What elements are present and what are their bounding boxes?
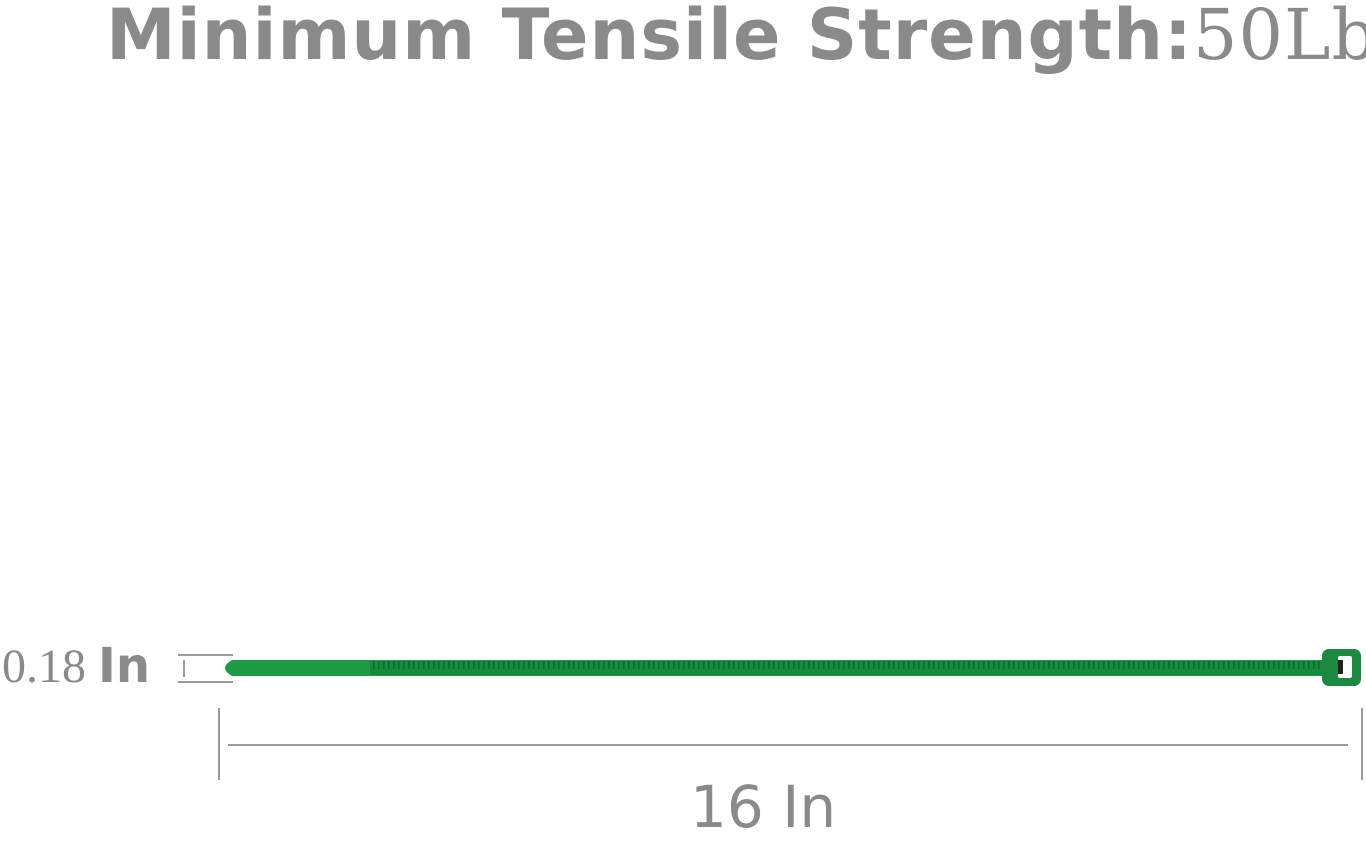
length-marker [218, 708, 1363, 780]
title-label: Minimum Tensile Strength: [106, 0, 1193, 76]
width-label: 0.18 In [2, 642, 150, 691]
tensile-value: 50Lbs [1192, 0, 1366, 76]
cable-tie [225, 649, 1361, 686]
width-value: 0.18 [2, 640, 86, 693]
title: Minimum Tensile Strength:50Lbs [106, 0, 1366, 70]
width-marker [178, 654, 233, 683]
length-label: 16 In [690, 773, 837, 841]
width-unit: In [98, 638, 151, 694]
